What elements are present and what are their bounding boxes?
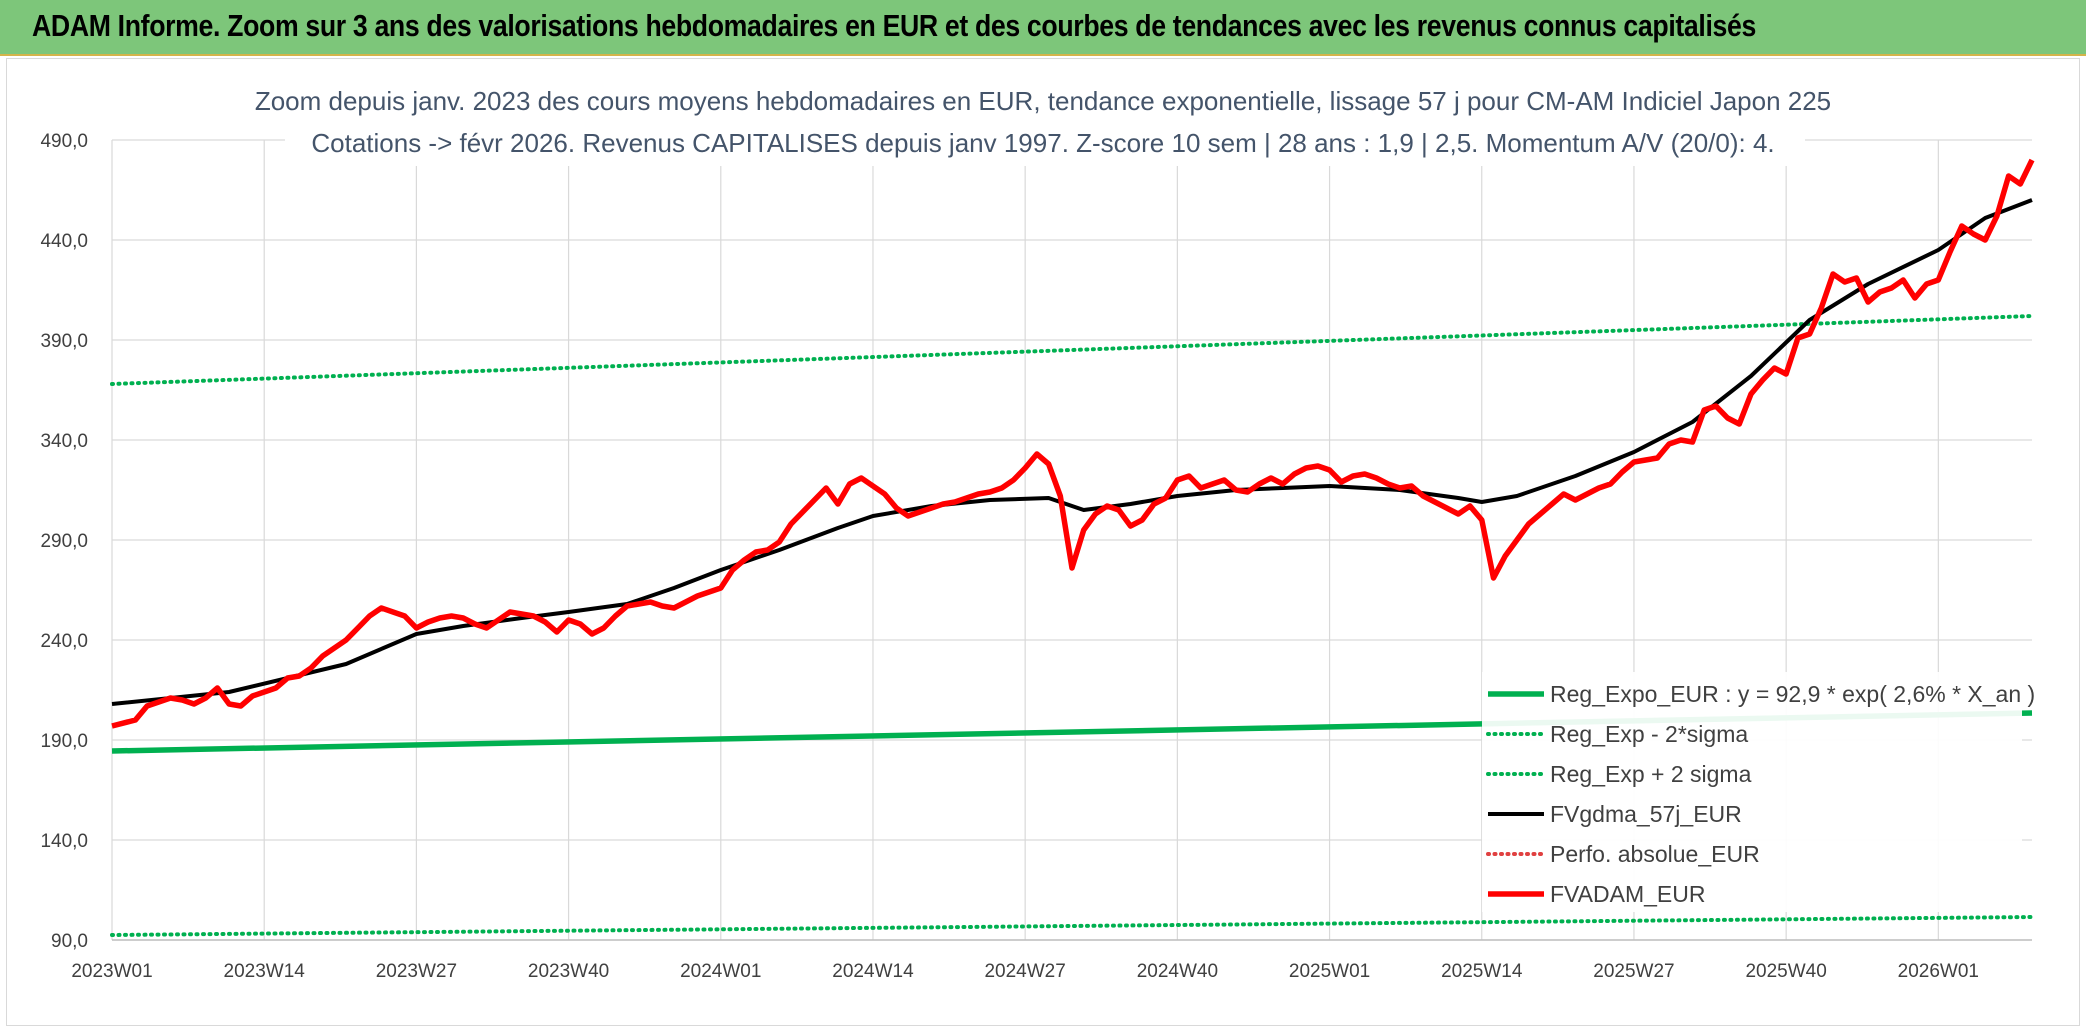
series-line-1 xyxy=(110,915,2034,937)
x-tick-label: 2024W27 xyxy=(984,961,1065,982)
y-tick-label: 340,0 xyxy=(40,431,88,452)
y-tick-label: 140,0 xyxy=(40,831,88,852)
x-tick-label: 2025W01 xyxy=(1289,961,1370,982)
y-tick-label: 290,0 xyxy=(40,531,88,552)
x-tick-label: 2023W14 xyxy=(224,961,306,982)
report-banner: ADAM Informe. Zoom sur 3 ans des valoris… xyxy=(0,0,2086,56)
legend-label: Reg_Exp - 2*sigma xyxy=(1550,721,1748,747)
x-tick-label: 2024W40 xyxy=(1137,961,1218,982)
y-tick-label: 190,0 xyxy=(40,731,88,752)
series-line-5 xyxy=(111,158,2035,729)
legend: Reg_Expo_EUR : y = 92,9 * exp( 2,6% * X_… xyxy=(1482,672,2035,912)
series-line-2 xyxy=(110,314,2034,386)
y-tick-label: 240,0 xyxy=(40,631,88,652)
y-tick-label: 390,0 xyxy=(40,331,88,352)
legend-label: FVADAM_EUR xyxy=(1550,881,1706,907)
y-tick-label: 440,0 xyxy=(40,231,88,252)
chart-title-line: Zoom depuis janv. 2023 des cours moyens … xyxy=(255,86,1831,116)
x-tick-label: 2025W27 xyxy=(1593,961,1674,982)
legend-label: Reg_Expo_EUR : y = 92,9 * exp( 2,6% * X_… xyxy=(1550,681,2035,707)
x-tick-label: 2023W01 xyxy=(71,961,152,982)
legend-background xyxy=(1482,672,2022,912)
legend-label: FVgdma_57j_EUR xyxy=(1550,801,1742,827)
x-tick-label: 2025W14 xyxy=(1441,961,1523,982)
x-tick-label: 2024W01 xyxy=(680,961,761,982)
x-tick-label: 2023W40 xyxy=(528,961,609,982)
series-line-3 xyxy=(111,198,2033,706)
x-tick-label: 2024W14 xyxy=(832,961,914,982)
y-tick-label: 490,0 xyxy=(40,131,88,152)
title-background xyxy=(285,80,1805,166)
legend-label: Reg_Exp + 2 sigma xyxy=(1550,761,1752,787)
axes: 90,0 140,0 190,0 240,0 290,0 340,0 390,0 440,0 4… xyxy=(40,131,2032,982)
x-tick-label: 2025W40 xyxy=(1745,961,1826,982)
chart-title-line: Cotations -> févr 2026. Revenus CAPITALI… xyxy=(311,128,1774,158)
legend-label: Perfo. absolue_EUR xyxy=(1550,841,1760,867)
x-tick-label: 2026W01 xyxy=(1898,961,1979,982)
y-tick-label: 90,0 xyxy=(51,931,88,952)
chart-title: Zoom depuis janv. 2023 des cours moyens … xyxy=(255,80,1831,166)
x-tick-label: 2023W27 xyxy=(376,961,457,982)
report-title: ADAM Informe. Zoom sur 3 ans des valoris… xyxy=(32,8,1756,43)
chart-frame xyxy=(6,58,2080,1026)
